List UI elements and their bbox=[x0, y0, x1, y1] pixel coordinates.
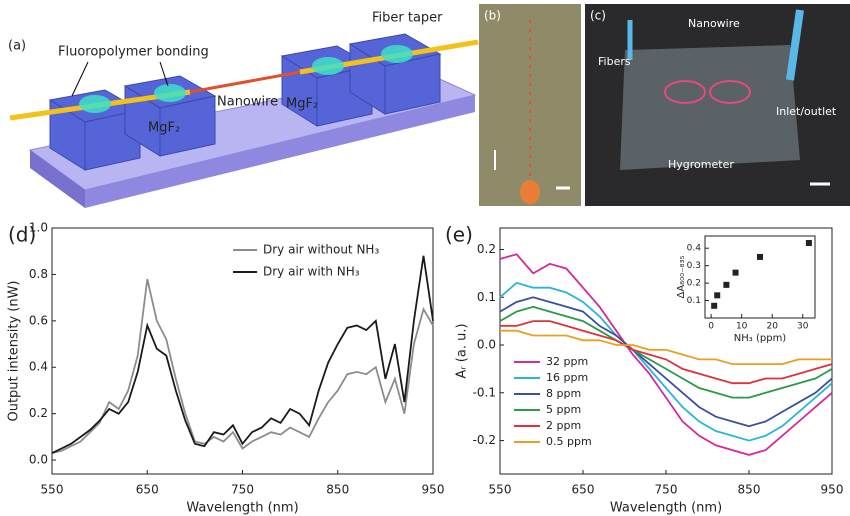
series-line bbox=[500, 320, 833, 385]
legend-label: 2 ppm bbox=[546, 419, 581, 432]
annotation: MgF₂ bbox=[286, 97, 318, 112]
legend-label: 0.5 ppm bbox=[546, 435, 592, 448]
x-tick-label: 950 bbox=[422, 483, 445, 497]
bonding-drops bbox=[79, 45, 413, 113]
y-tick-label: -0.2 bbox=[473, 433, 496, 447]
y-tick-label: 0.2 bbox=[477, 242, 496, 256]
x-tick-label: 0 bbox=[708, 322, 714, 332]
x-tick-label: 550 bbox=[489, 483, 512, 497]
panel-a: (a) Fluoropolymer bonding Fiber taper Na… bbox=[8, 11, 479, 208]
glow bbox=[520, 180, 540, 204]
y-tick-label: -0.1 bbox=[473, 385, 496, 399]
y-tick-label: 0.8 bbox=[29, 267, 48, 281]
y-tick-label: 0.2 bbox=[29, 406, 48, 420]
legend-label: 32 ppm bbox=[546, 355, 588, 368]
x-tick-label: 20 bbox=[766, 322, 778, 332]
point bbox=[805, 239, 812, 246]
y-tick-label: 0.2 bbox=[687, 279, 701, 289]
y-tick-label: 0.4 bbox=[687, 244, 702, 254]
tube bbox=[786, 9, 804, 81]
y-tick-label: 0.4 bbox=[29, 360, 48, 374]
annotation: Fibers bbox=[598, 55, 631, 68]
legend-label: Dry air without NH₃ bbox=[263, 243, 379, 257]
arrow bbox=[71, 61, 89, 97]
x-tick-label: 850 bbox=[738, 483, 761, 497]
y-axis-label: ΔA₈₀₀₋₈₃₅ bbox=[676, 255, 687, 298]
y-tick-label: 0.0 bbox=[29, 453, 48, 467]
nanowire bbox=[189, 70, 301, 94]
panel-c: (c) Nanowire Fibers Inlet/outlet Hygrome… bbox=[585, 4, 850, 206]
annotation: Nanowire bbox=[688, 17, 740, 30]
chamber bbox=[709, 80, 751, 104]
x-tick-label: 950 bbox=[821, 483, 844, 497]
x-tick-label: 750 bbox=[655, 483, 678, 497]
x-axis-label: Wavelength (nm) bbox=[610, 501, 722, 516]
panel-b: (b) bbox=[479, 4, 581, 206]
series-line bbox=[51, 278, 434, 454]
panel-label: (b) bbox=[484, 9, 501, 23]
panel-label: (d) bbox=[8, 223, 36, 247]
x-tick-label: 550 bbox=[41, 483, 64, 497]
panel-label: (a) bbox=[8, 39, 26, 54]
annotation: Inlet/outlet bbox=[776, 105, 837, 118]
x-tick-label: 650 bbox=[136, 483, 159, 497]
point bbox=[711, 302, 718, 309]
x-tick-label: 10 bbox=[736, 322, 748, 332]
x-tick-label: 30 bbox=[797, 322, 809, 332]
x-tick-label: 650 bbox=[572, 483, 595, 497]
point bbox=[723, 281, 730, 288]
annotation: Fiber taper bbox=[372, 11, 443, 26]
point bbox=[714, 292, 721, 299]
series-line bbox=[499, 296, 833, 428]
y-tick-label: 1.0 bbox=[29, 221, 48, 235]
annotation: Nanowire bbox=[217, 95, 278, 110]
legend-label: 5 ppm bbox=[546, 403, 581, 416]
annotation: Fluoropolymer bonding bbox=[58, 45, 209, 60]
y-axis-label: Output intensity (nW) bbox=[7, 280, 22, 421]
series-line bbox=[500, 329, 832, 365]
y-tick-label: 0.0 bbox=[477, 338, 496, 352]
legend-label: Dry air with NH₃ bbox=[263, 265, 360, 279]
series-line bbox=[499, 253, 833, 456]
panel-label: (e) bbox=[445, 223, 473, 247]
plot-frame bbox=[51, 227, 434, 475]
legend-label: 16 ppm bbox=[546, 371, 588, 384]
plot-frame bbox=[704, 235, 816, 319]
series-line bbox=[499, 281, 833, 442]
point bbox=[732, 269, 739, 276]
series-line bbox=[499, 305, 833, 399]
x-axis-label: NH₃ (ppm) bbox=[734, 333, 787, 344]
x-axis-label: Wavelength (nm) bbox=[186, 501, 298, 516]
substrate-side bbox=[85, 95, 475, 208]
inset-bg bbox=[705, 236, 815, 318]
annotation: Hygrometer bbox=[668, 158, 734, 171]
y-axis-label: Aᵣ (a. u.) bbox=[455, 323, 470, 378]
x-tick-label: 850 bbox=[326, 483, 349, 497]
series-line bbox=[51, 255, 434, 454]
x-tick-label: 750 bbox=[231, 483, 254, 497]
y-tick-label: 0.6 bbox=[29, 313, 48, 327]
arrow bbox=[159, 61, 169, 87]
point bbox=[757, 253, 763, 260]
chip bbox=[620, 45, 800, 170]
panel-label: (c) bbox=[590, 9, 606, 23]
y-tick-label: 0.1 bbox=[477, 290, 496, 304]
y-tick-label: 0.3 bbox=[687, 261, 701, 271]
photo-b bbox=[479, 4, 581, 206]
chamber bbox=[664, 80, 706, 104]
substrate-edge bbox=[30, 150, 85, 208]
y-tick-label: 0.1 bbox=[687, 296, 701, 306]
mgf-blocks bbox=[48, 33, 442, 171]
annotation: MgF₂ bbox=[148, 121, 180, 136]
legend-label: 8 ppm bbox=[546, 387, 581, 400]
